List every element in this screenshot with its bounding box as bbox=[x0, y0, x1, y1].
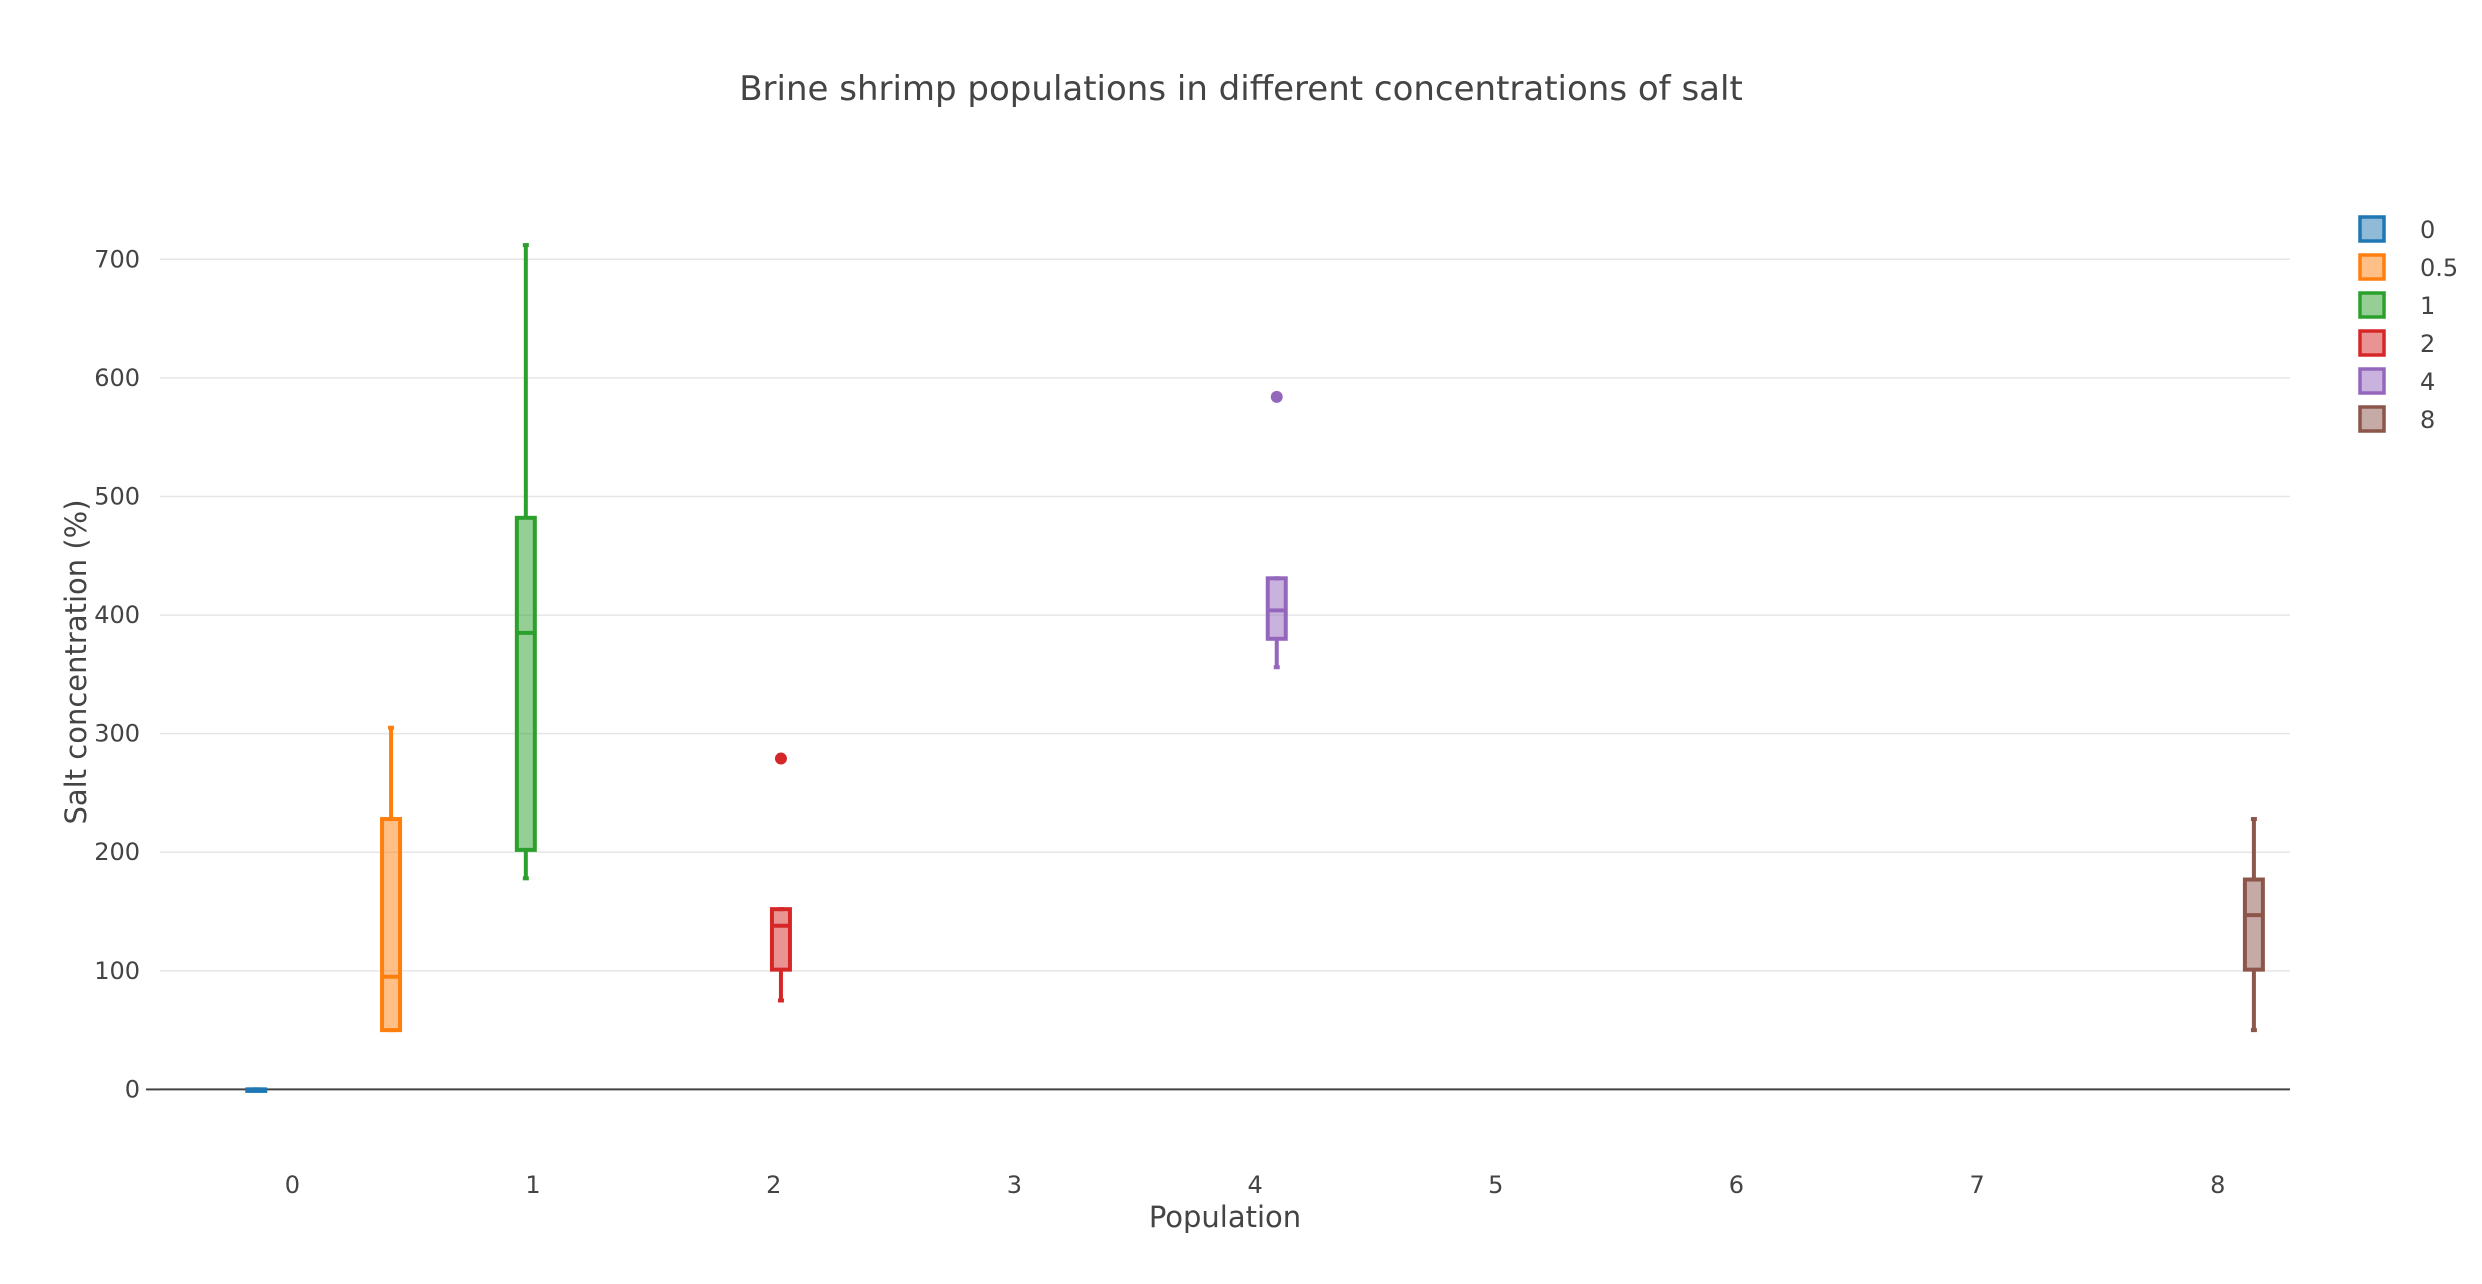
iqr-box bbox=[2242, 877, 2265, 972]
x-tick-label: 8 bbox=[2210, 1171, 2225, 1199]
x-tick-label: 2 bbox=[766, 1171, 781, 1199]
box-series-0 bbox=[245, 1087, 268, 1093]
box-series-8 bbox=[2242, 817, 2265, 1033]
legend-item-2: 2 bbox=[2358, 329, 2435, 358]
legend-swatch bbox=[2358, 291, 2386, 319]
outlier-point bbox=[1270, 390, 1283, 403]
legend-item-4: 4 bbox=[2358, 367, 2435, 396]
x-tick-label: 0 bbox=[285, 1171, 300, 1199]
iqr-box bbox=[769, 907, 792, 972]
legend-label: 2 bbox=[2420, 330, 2435, 358]
y-axis-title: Salt concentration (%) bbox=[59, 499, 93, 824]
y-tick-label: 200 bbox=[94, 838, 140, 866]
x-tick-label: 5 bbox=[1488, 1171, 1503, 1199]
legend-swatch bbox=[2358, 329, 2386, 357]
legend-item-0-5: 0.5 bbox=[2358, 253, 2458, 282]
box-series-0-5 bbox=[380, 725, 403, 1033]
box-series-4 bbox=[1265, 390, 1288, 670]
axis-ticks: 0 100 200 300 400 500 600 700 0 1 2 3 4 5 6 7 8 bbox=[94, 245, 2225, 1199]
y-tick-label: 300 bbox=[94, 720, 140, 748]
legend-item-1: 1 bbox=[2358, 291, 2435, 320]
x-tick-label: 4 bbox=[1247, 1171, 1262, 1199]
legend-swatch bbox=[2358, 367, 2386, 395]
y-tick-label: 600 bbox=[94, 364, 140, 392]
box-series-1 bbox=[514, 243, 537, 881]
y-tick-label: 0 bbox=[125, 1075, 140, 1103]
x-axis-title: Population bbox=[1149, 1200, 1301, 1234]
legend-swatch bbox=[2358, 215, 2386, 243]
iqr-box bbox=[380, 817, 403, 1033]
legend-label: 4 bbox=[2420, 368, 2435, 396]
legend-swatch bbox=[2358, 405, 2386, 433]
y-tick-label: 100 bbox=[94, 957, 140, 985]
box-series-2 bbox=[769, 752, 792, 1003]
outlier-point bbox=[774, 752, 787, 765]
iqr-box bbox=[514, 515, 537, 852]
legend: 0 0.5 1 2 4 8 bbox=[2358, 215, 2458, 434]
y-tick-label: 400 bbox=[94, 601, 140, 629]
legend-label: 0.5 bbox=[2420, 254, 2458, 282]
legend-label: 8 bbox=[2420, 406, 2435, 434]
legend-label: 1 bbox=[2420, 292, 2435, 320]
legend-swatch bbox=[2358, 253, 2386, 281]
x-tick-label: 6 bbox=[1729, 1171, 1744, 1199]
box-series bbox=[245, 243, 2265, 1093]
x-tick-label: 3 bbox=[1007, 1171, 1022, 1199]
y-tick-label: 700 bbox=[94, 245, 140, 273]
chart-title: Brine shrimp populations in different co… bbox=[739, 69, 1743, 109]
legend-item-0: 0 bbox=[2358, 215, 2435, 244]
legend-item-8: 8 bbox=[2358, 405, 2435, 434]
x-tick-label: 1 bbox=[525, 1171, 540, 1199]
gridlines bbox=[146, 258, 2290, 1091]
legend-label: 0 bbox=[2420, 216, 2435, 244]
y-tick-label: 500 bbox=[94, 482, 140, 510]
x-tick-label: 7 bbox=[1969, 1171, 1984, 1199]
